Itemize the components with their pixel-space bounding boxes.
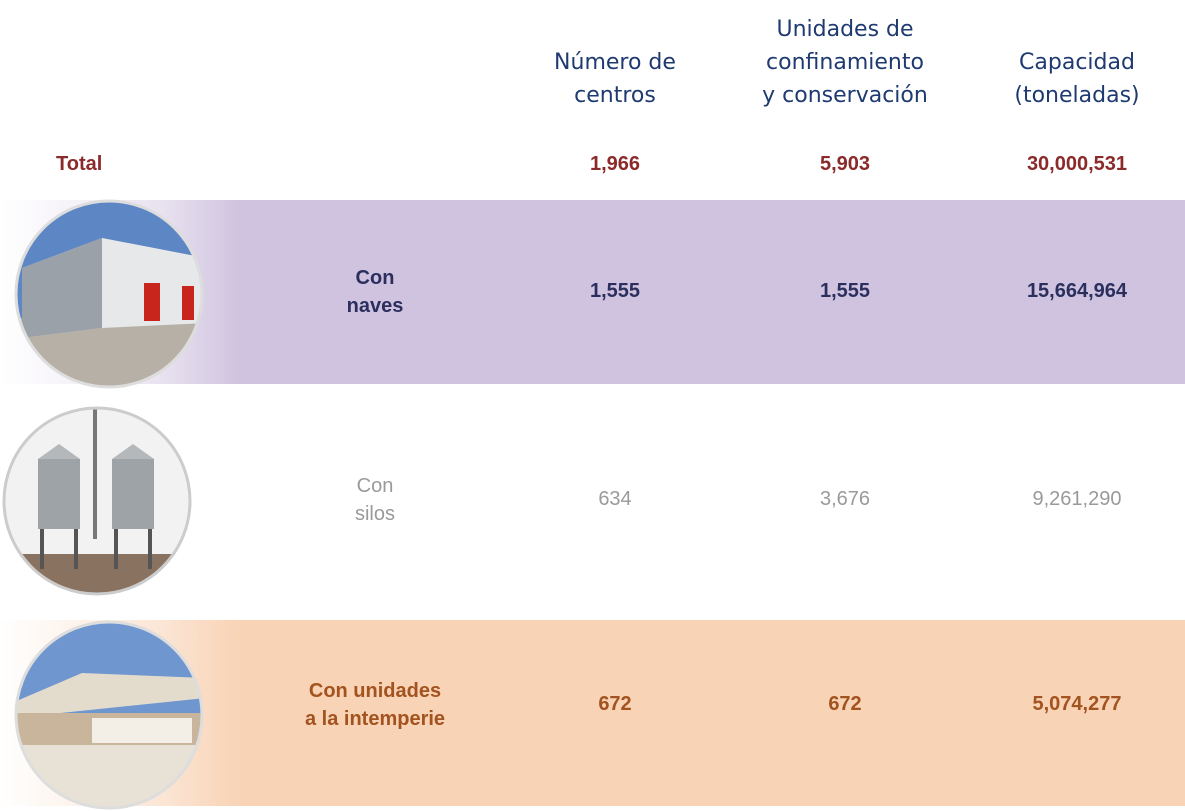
row-value: 3,676	[819, 488, 871, 510]
label-line: Con	[355, 267, 395, 289]
row-value: 5,074,277	[1032, 693, 1122, 715]
label-line: Con	[356, 475, 394, 497]
header-line: Unidades de	[776, 17, 914, 42]
header-line: confinamiento	[766, 50, 924, 75]
header-line: Capacidad	[1019, 50, 1135, 75]
row-value: 672	[828, 693, 862, 715]
silos-photo	[2, 406, 192, 596]
row-value: 1,555	[819, 280, 871, 302]
total-label: Total	[56, 153, 103, 175]
header-line: y conservación	[762, 83, 928, 108]
row-label: Con naves	[255, 264, 495, 320]
header-line: centros	[574, 83, 656, 108]
row-value: 9,261,290	[1032, 488, 1122, 510]
row-value: 634	[598, 488, 632, 510]
column-header: Número de centros	[495, 46, 735, 112]
shed-photo	[14, 620, 204, 810]
header-line: (toneladas)	[1014, 83, 1140, 108]
header-line: Número de	[554, 50, 676, 75]
total-value: 1,966	[589, 153, 641, 175]
label-line: silos	[354, 503, 395, 525]
total-value: 30,000,531	[1026, 153, 1128, 175]
column-header: Unidades de confinamiento y conservación	[725, 13, 965, 112]
label-line: naves	[346, 295, 404, 317]
row-label: Con silos	[255, 472, 495, 528]
row-value: 672	[598, 693, 632, 715]
row-label: Con unidades a la intemperie	[255, 677, 495, 733]
label-line: a la intemperie	[304, 708, 446, 730]
total-value: 5,903	[819, 153, 871, 175]
row-value: 1,555	[589, 280, 641, 302]
label-line: Con unidades	[308, 680, 442, 702]
warehouse-photo	[14, 199, 204, 389]
row-value: 15,664,964	[1026, 280, 1128, 302]
column-header: Capacidad (toneladas)	[957, 46, 1185, 112]
